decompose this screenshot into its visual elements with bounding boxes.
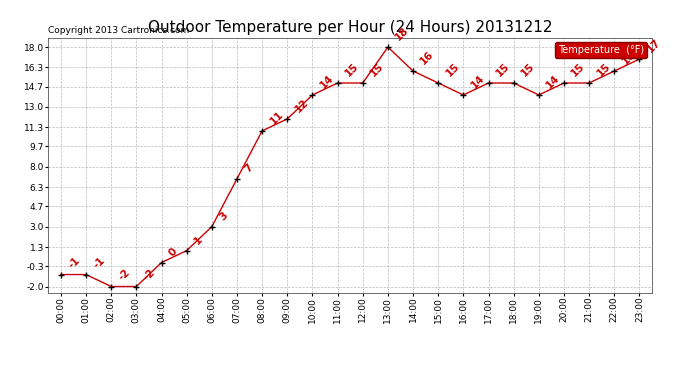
Text: 15: 15 <box>569 62 587 79</box>
Title: Outdoor Temperature per Hour (24 Hours) 20131212: Outdoor Temperature per Hour (24 Hours) … <box>148 20 553 35</box>
Text: 15: 15 <box>444 62 461 79</box>
Text: 14: 14 <box>469 74 486 91</box>
Text: 14: 14 <box>318 74 335 91</box>
Text: -2: -2 <box>142 267 157 282</box>
Text: 1: 1 <box>193 234 204 246</box>
Text: 15: 15 <box>494 62 511 79</box>
Text: 14: 14 <box>544 74 562 91</box>
Text: 11: 11 <box>268 110 285 127</box>
Legend: Temperature  (°F): Temperature (°F) <box>555 42 647 58</box>
Text: -2: -2 <box>117 267 132 282</box>
Text: -1: -1 <box>66 255 81 270</box>
Text: 15: 15 <box>520 62 537 79</box>
Text: 16: 16 <box>419 50 436 67</box>
Text: -1: -1 <box>92 255 107 270</box>
Text: 18: 18 <box>393 26 411 43</box>
Text: 3: 3 <box>217 210 230 222</box>
Text: 12: 12 <box>293 98 310 115</box>
Text: 17: 17 <box>645 38 662 55</box>
Text: 15: 15 <box>343 62 360 79</box>
Text: 16: 16 <box>620 50 637 67</box>
Text: 0: 0 <box>167 246 179 258</box>
Text: 7: 7 <box>242 162 255 175</box>
Text: Copyright 2013 Cartronics.com: Copyright 2013 Cartronics.com <box>48 26 190 35</box>
Text: 15: 15 <box>595 62 612 79</box>
Text: 15: 15 <box>368 62 386 79</box>
